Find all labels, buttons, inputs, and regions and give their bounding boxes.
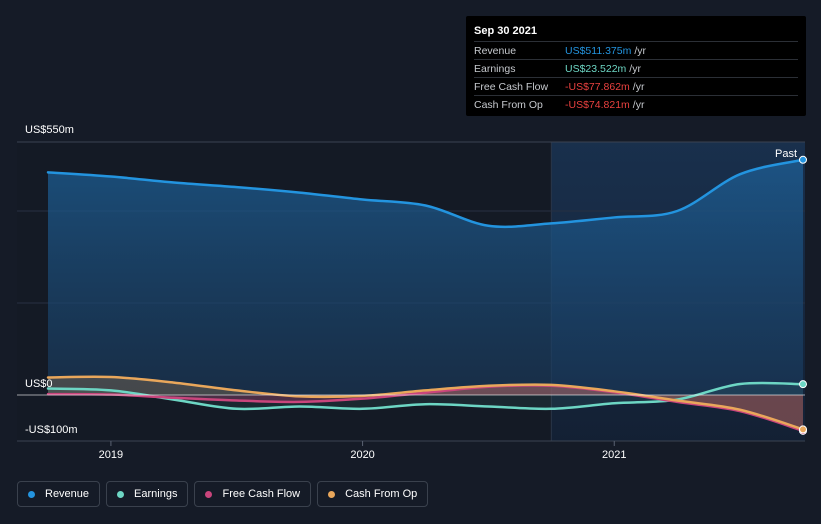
legend-item-earnings[interactable]: Earnings [106, 481, 189, 507]
legend-dot-icon [28, 490, 35, 498]
tooltip-unit: /yr [634, 44, 647, 57]
x-tick-label: 2021 [602, 449, 626, 461]
end-dot-cash-from-op [799, 425, 807, 434]
tooltip-value: US$511.375m [565, 44, 632, 57]
legend-item-free-cash-flow[interactable]: Free Cash Flow [194, 481, 312, 507]
tooltip-value: -US$77.862m [565, 80, 630, 93]
tooltip-row-free-cash-flow: Free Cash Flow -US$77.862m /yr [474, 77, 798, 95]
tooltip: Sep 30 2021 Revenue US$511.375m /yr Earn… [466, 16, 806, 116]
tooltip-label: Earnings [474, 62, 516, 75]
tooltip-unit: /yr [632, 98, 645, 111]
tooltip-value: -US$74.821m [565, 98, 630, 111]
tooltip-label: Revenue [474, 44, 517, 57]
tooltip-row-revenue: Revenue US$511.375m /yr [474, 41, 798, 59]
past-label: Past [775, 148, 797, 160]
line-revenue [46, 158, 805, 229]
tooltip-unit: /yr [629, 62, 641, 75]
area-cash-from-op [48, 376, 803, 430]
y-axis-label-zero: US$0 [25, 378, 53, 390]
tooltip-row-earnings: Earnings US$23.522m /yr [474, 59, 798, 77]
legend-label: Cash From Op [345, 488, 418, 500]
legend-label: Free Cash Flow [222, 488, 301, 500]
line-free-cash-flow [46, 384, 805, 433]
tooltip-label: Cash From Op [474, 98, 543, 111]
legend-dot-icon [205, 490, 213, 498]
series-lines [46, 158, 805, 433]
legend: Revenue Earnings Free Cash Flow Cash Fro… [17, 481, 429, 507]
tooltip-date: Sep 30 2021 [474, 25, 537, 37]
tooltip-value: US$23.522m [565, 62, 627, 75]
series-end-dots [799, 155, 807, 435]
tooltip-label: Free Cash Flow [474, 80, 549, 93]
tooltip-row-cash-from-op: Cash From Op -US$74.821m /yr [474, 95, 798, 113]
y-axis-label-top: US$550m [25, 124, 74, 136]
x-tick-label: 2019 [99, 449, 123, 461]
x-axis: 2019 2020 2021 [99, 441, 626, 461]
legend-dot-icon [117, 490, 125, 498]
line-cash-from-op [46, 375, 805, 431]
area-free-cash-flow [48, 385, 803, 431]
legend-dot-icon [328, 490, 336, 498]
legend-item-revenue[interactable]: Revenue [17, 481, 101, 507]
legend-item-cash-from-op[interactable]: Cash From Op [317, 481, 429, 507]
x-tick-label: 2020 [350, 449, 374, 461]
legend-label: Revenue [45, 488, 90, 500]
end-dot-revenue [799, 155, 807, 164]
legend-label: Earnings [134, 488, 178, 500]
tooltip-unit: /yr [632, 80, 645, 93]
y-axis-label-bottom: -US$100m [25, 424, 78, 436]
end-dot-earnings [799, 380, 807, 389]
